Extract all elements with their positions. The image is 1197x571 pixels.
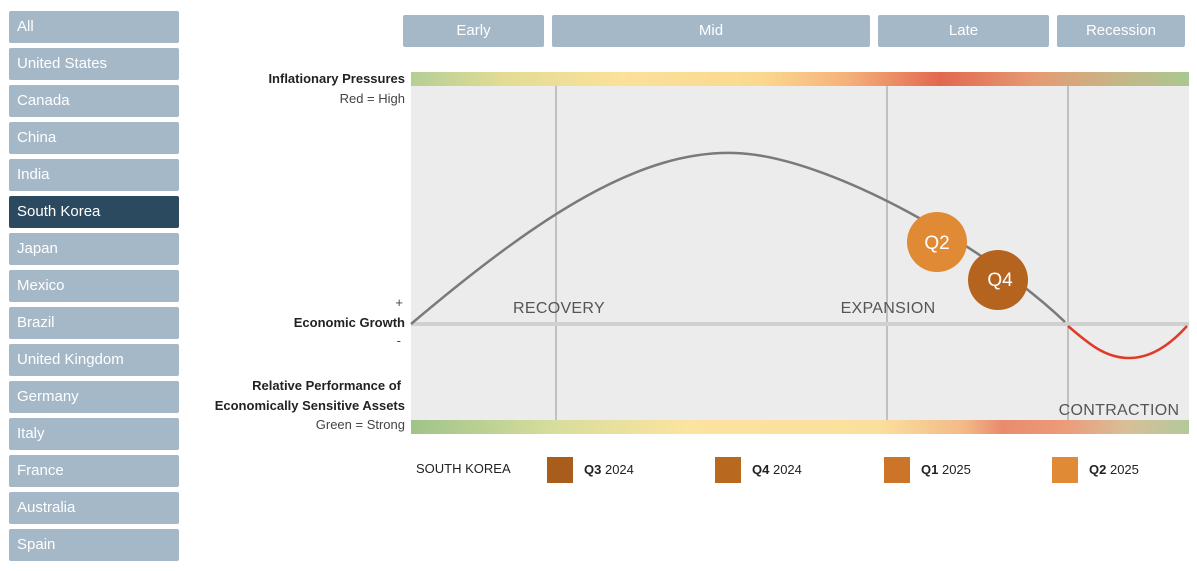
- performance-gradient-bar: [411, 420, 1189, 434]
- legend-country-name: SOUTH KOREA: [416, 461, 511, 476]
- country-sidebar: All United States Canada China India Sou…: [9, 11, 179, 566]
- legend-swatch: [715, 457, 741, 483]
- relative-performance-title-line1: Relative Performance of: [252, 378, 401, 393]
- legend-label: Q3 2024: [584, 462, 634, 477]
- region-label-recovery: RECOVERY: [513, 300, 605, 317]
- legend-label: Q4 2024: [752, 462, 802, 477]
- legend-swatch: [547, 457, 573, 483]
- country-button-united-states[interactable]: United States: [9, 48, 179, 80]
- legend-label: Q1 2025: [921, 462, 971, 477]
- country-button-canada[interactable]: Canada: [9, 85, 179, 117]
- marker-q4-circle: [968, 250, 1028, 310]
- plot-area: [411, 86, 1189, 420]
- country-button-australia[interactable]: Australia: [9, 492, 179, 524]
- phase-recession[interactable]: Recession: [1057, 15, 1185, 47]
- country-button-united-kingdom[interactable]: United Kingdom: [9, 344, 179, 376]
- country-button-china[interactable]: China: [9, 122, 179, 154]
- economic-growth-title: Economic Growth: [293, 315, 405, 330]
- marker-q2[interactable]: Q2: [907, 212, 967, 272]
- country-button-mexico[interactable]: Mexico: [9, 270, 179, 302]
- growth-plus-sign: +: [395, 295, 403, 310]
- inflation-gradient-bar: [411, 72, 1189, 86]
- country-button-india[interactable]: India: [9, 159, 179, 191]
- legend-label: Q2 2025: [1089, 462, 1139, 477]
- country-button-japan[interactable]: Japan: [9, 233, 179, 265]
- country-button-south-korea[interactable]: South Korea: [9, 196, 179, 228]
- phase-late[interactable]: Late: [878, 15, 1049, 47]
- legend-swatch: [1052, 457, 1078, 483]
- phase-early[interactable]: Early: [403, 15, 544, 47]
- inflation-pressures-legend: Red = High: [339, 91, 405, 106]
- recession-curve: [1067, 325, 1188, 360]
- business-cycle-curve: [410, 151, 1066, 325]
- country-button-all[interactable]: All: [9, 11, 179, 43]
- country-button-france[interactable]: France: [9, 455, 179, 487]
- marker-q4[interactable]: Q4: [968, 250, 1028, 310]
- country-button-italy[interactable]: Italy: [9, 418, 179, 450]
- marker-q2-circle: [907, 212, 967, 272]
- region-label-expansion: EXPANSION: [841, 300, 936, 317]
- country-button-brazil[interactable]: Brazil: [9, 307, 179, 339]
- inflation-pressures-title: Inflationary Pressures: [268, 71, 405, 86]
- legend-swatch: [884, 457, 910, 483]
- marker-q2-label: Q2: [924, 233, 949, 254]
- country-button-germany[interactable]: Germany: [9, 381, 179, 413]
- marker-q4-label: Q4: [987, 270, 1013, 291]
- country-button-spain[interactable]: Spain: [9, 529, 179, 561]
- relative-performance-legend: Green = Strong: [315, 417, 405, 432]
- region-label-contraction: CONTRACTION: [1059, 402, 1180, 419]
- relative-performance-title-line2: Economically Sensitive Assets: [214, 398, 405, 413]
- phase-mid[interactable]: Mid: [552, 15, 870, 47]
- growth-minus-sign: -: [396, 333, 401, 348]
